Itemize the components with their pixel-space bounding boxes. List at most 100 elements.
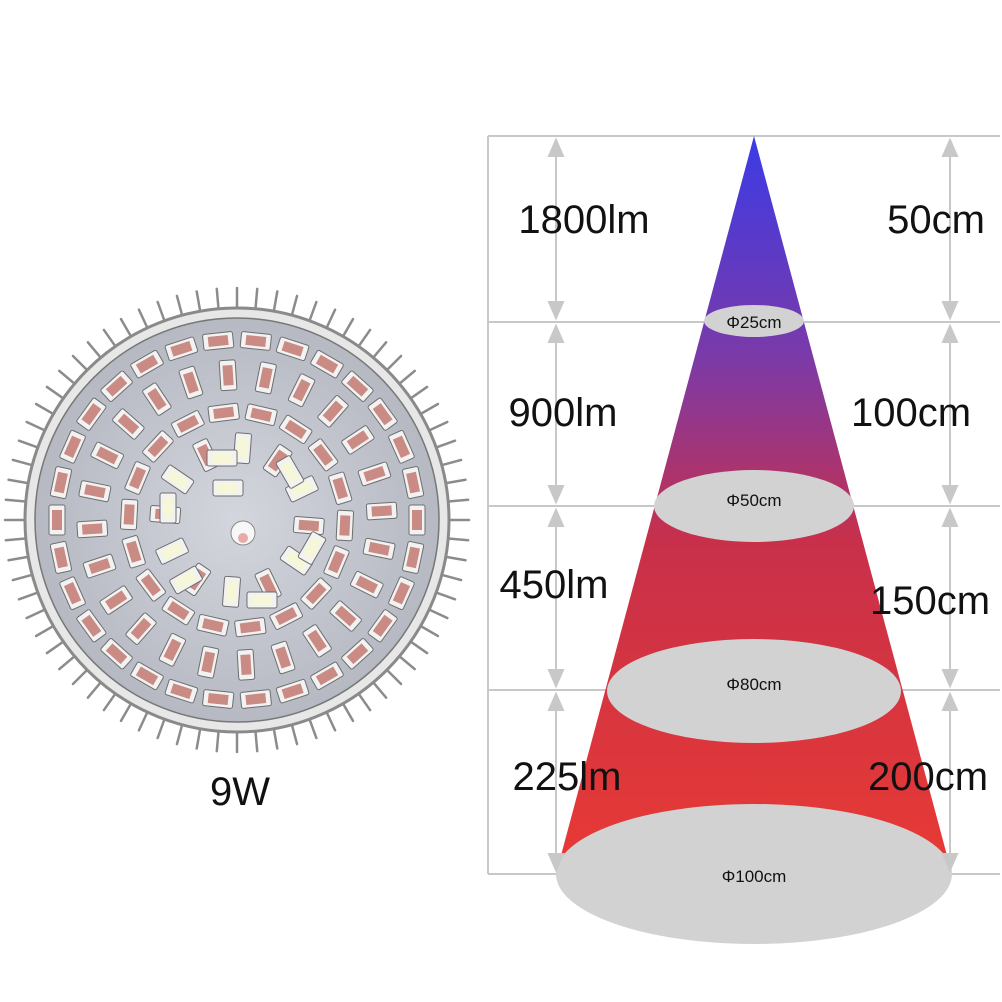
red-led-chip bbox=[408, 504, 426, 536]
lumen-label-3: 450lm bbox=[500, 563, 609, 607]
distance-label-1: 50cm bbox=[887, 198, 985, 242]
red-led-chip bbox=[119, 498, 139, 531]
red-led-chip bbox=[76, 519, 109, 539]
red-led-chip bbox=[401, 540, 425, 574]
dimension-arrow bbox=[941, 137, 959, 321]
dimension-arrow bbox=[941, 507, 959, 689]
led-lamp-illustration bbox=[3, 286, 471, 754]
red-led-chip bbox=[207, 402, 240, 423]
dimension-arrow bbox=[941, 323, 959, 505]
red-led-chip bbox=[310, 349, 344, 379]
red-led-chip bbox=[59, 576, 86, 611]
red-led-chip bbox=[130, 349, 164, 379]
red-led-chip bbox=[49, 540, 73, 574]
red-led-chip bbox=[279, 414, 313, 444]
red-led-chip bbox=[269, 602, 303, 630]
red-led-chip bbox=[164, 336, 199, 362]
red-led-chip bbox=[300, 577, 332, 610]
lumen-label-4: 225lm bbox=[513, 755, 622, 799]
white-led-chip bbox=[160, 464, 195, 495]
red-led-chip bbox=[323, 545, 350, 579]
red-led-chip bbox=[178, 365, 204, 400]
red-led-chip bbox=[196, 614, 230, 637]
red-led-chip bbox=[367, 397, 398, 431]
red-led-chip bbox=[367, 609, 398, 643]
white-led-chip bbox=[169, 565, 203, 595]
dimension-arrow bbox=[941, 691, 959, 873]
distance-label-4: 200cm bbox=[868, 755, 988, 799]
white-led-chip bbox=[279, 545, 314, 576]
white-led-chip bbox=[159, 492, 177, 524]
red-led-chip bbox=[76, 397, 107, 431]
diameter-label-3: Φ80cm bbox=[726, 675, 781, 694]
red-led-chip bbox=[287, 373, 316, 408]
ellipse-25cm bbox=[704, 305, 804, 337]
dimension-arrow bbox=[547, 137, 565, 321]
red-led-chip bbox=[59, 429, 86, 464]
red-led-chip bbox=[357, 461, 392, 487]
red-led-chip bbox=[310, 661, 344, 691]
white-led-chip bbox=[275, 455, 305, 489]
white-led-chip bbox=[206, 449, 238, 467]
white-led-chip bbox=[155, 537, 189, 565]
red-led-chip bbox=[99, 585, 133, 615]
red-led-chip bbox=[341, 425, 375, 455]
red-led-chip bbox=[124, 461, 151, 495]
white-led-chip bbox=[297, 531, 327, 565]
distance-label-3: 150cm bbox=[870, 579, 990, 623]
red-led-chip bbox=[239, 331, 272, 351]
red-led-chip bbox=[365, 501, 398, 521]
red-led-chip bbox=[161, 596, 195, 626]
ellipse-50cm bbox=[654, 470, 854, 542]
white-led-chip bbox=[222, 575, 241, 608]
red-led-chip bbox=[76, 609, 107, 643]
red-led-chip bbox=[317, 395, 349, 428]
red-led-chip bbox=[329, 600, 362, 632]
red-led-chip bbox=[362, 537, 396, 560]
red-led-chip bbox=[218, 359, 238, 392]
red-led-chip bbox=[328, 471, 353, 505]
red-led-chip bbox=[100, 638, 133, 670]
red-led-chip bbox=[349, 570, 384, 599]
lumen-label-1: 1800lm bbox=[518, 198, 649, 242]
red-led-chip bbox=[130, 661, 164, 691]
red-led-chip bbox=[275, 678, 310, 704]
red-led-chip bbox=[49, 466, 73, 500]
red-led-chip bbox=[254, 361, 277, 395]
lumen-label-2: 900lm bbox=[509, 391, 618, 435]
red-led-chip bbox=[171, 410, 205, 438]
diameter-label-1: Φ25cm bbox=[726, 313, 781, 332]
red-led-chip bbox=[270, 640, 296, 675]
red-led-chip bbox=[135, 568, 166, 602]
red-led-chip bbox=[164, 678, 199, 704]
red-led-chip bbox=[82, 553, 117, 579]
red-led-chip bbox=[341, 638, 374, 670]
red-led-chip bbox=[234, 617, 267, 638]
red-led-chip bbox=[142, 430, 174, 463]
diameter-label-2: Φ50cm bbox=[726, 491, 781, 510]
red-led-chip bbox=[401, 466, 425, 500]
dimension-arrow bbox=[547, 323, 565, 505]
red-led-chip bbox=[78, 480, 112, 503]
red-led-chip bbox=[341, 370, 374, 402]
red-led-chip bbox=[302, 624, 332, 658]
ellipse-100cm bbox=[556, 804, 952, 944]
ellipse-80cm bbox=[607, 639, 901, 743]
diameter-label-4: Φ100cm bbox=[722, 867, 787, 886]
dimension-arrows bbox=[547, 137, 959, 873]
red-led-chip bbox=[202, 331, 235, 351]
red-led-chip bbox=[292, 516, 325, 535]
red-led-chip bbox=[142, 382, 172, 416]
red-led-chip bbox=[388, 429, 415, 464]
red-led-chip bbox=[121, 535, 146, 569]
dimension-arrow bbox=[547, 691, 565, 873]
center-wire bbox=[238, 533, 248, 543]
red-led-chip bbox=[275, 336, 310, 362]
white-led-chip bbox=[233, 432, 252, 465]
red-led-chip bbox=[202, 689, 235, 709]
red-led-chip bbox=[244, 403, 278, 426]
white-led-chip bbox=[246, 591, 278, 609]
red-led-chip bbox=[236, 648, 256, 681]
red-led-chip bbox=[100, 370, 133, 402]
